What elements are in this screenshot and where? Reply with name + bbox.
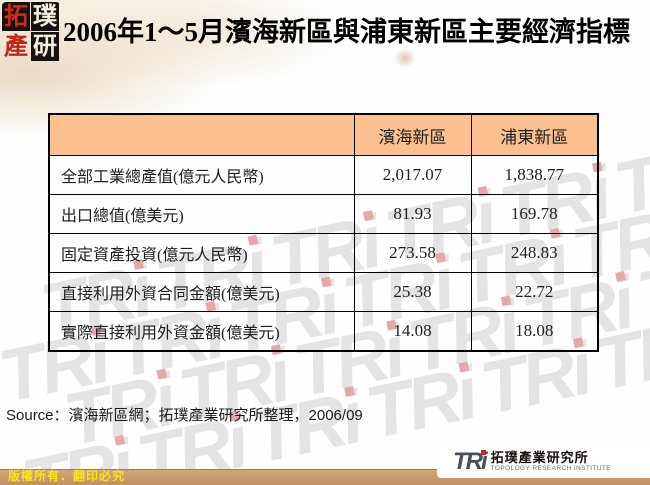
binhai-value: 273.58 bbox=[353, 233, 472, 273]
binhai-value: 14.08 bbox=[353, 311, 472, 352]
indicators-table: 濱海新區 浦東新區 全部工業總產值(億元人民幣) 2,017.07 1,838.… bbox=[48, 113, 599, 352]
logo-char-yan: 研 bbox=[31, 32, 59, 61]
header-empty-cell bbox=[48, 113, 355, 156]
copyright-text: 版權所有．翻印必究 bbox=[8, 469, 126, 483]
logo-char-chan: 產 bbox=[4, 33, 28, 60]
logo-char-tuo: 拓 bbox=[2, 2, 30, 31]
topology-corner-logo: 拓 璞 產 研 bbox=[2, 2, 60, 63]
pudong-value: 169.78 bbox=[470, 194, 599, 234]
binhai-value: 81.93 bbox=[353, 194, 472, 234]
row-label: 固定資產投資(億元人民幣) bbox=[48, 233, 355, 273]
binhai-value: 25.38 bbox=[353, 272, 472, 312]
table-row: 直接利用外資合同金額(億美元) 25.38 22.72 bbox=[48, 272, 599, 312]
table-row: 固定資產投資(億元人民幣) 273.58 248.83 bbox=[48, 233, 599, 273]
brand-panel: TRi 拓璞產業研究所 TOPOLOGY RESEARCH INSTITUTE bbox=[437, 446, 650, 478]
row-label: 實際直接利用外資金額(億美元) bbox=[48, 311, 355, 352]
binhai-value: 2,017.07 bbox=[353, 155, 472, 195]
pudong-value: 18.08 bbox=[470, 311, 599, 352]
table-row: 實際直接利用外資金額(億美元) 14.08 18.08 bbox=[48, 311, 599, 352]
table-header-row: 濱海新區 浦東新區 bbox=[48, 113, 599, 156]
pudong-value: 22.72 bbox=[470, 272, 599, 312]
org-name-en: TOPOLOGY RESEARCH INSTITUTE bbox=[490, 465, 612, 473]
pudong-value: 1,838.77 bbox=[470, 155, 599, 195]
logo-char-pu: 璞 bbox=[31, 2, 59, 31]
row-label: 出口總值(億美元) bbox=[48, 194, 355, 234]
tri-logo: TRi bbox=[453, 448, 488, 475]
pudong-value: 248.83 bbox=[470, 233, 599, 273]
header-pudong: 浦東新區 bbox=[470, 113, 599, 156]
brand-names: 拓璞產業研究所 TOPOLOGY RESEARCH INSTITUTE bbox=[491, 451, 611, 473]
header-binhai: 濱海新區 bbox=[353, 113, 472, 156]
source-note: Source：濱海新區網；拓璞產業研究所整理，2006/09 bbox=[6, 407, 363, 424]
table-row: 全部工業總產值(億元人民幣) 2,017.07 1,838.77 bbox=[48, 155, 599, 195]
row-label: 直接利用外資合同金額(億美元) bbox=[48, 272, 355, 312]
page-title: 2006年1～5月濱海新區與浦東新區主要經濟指標 bbox=[63, 17, 630, 47]
table-row: 出口總值(億美元) 81.93 169.78 bbox=[48, 194, 599, 234]
org-name-zh: 拓璞產業研究所 bbox=[490, 450, 589, 466]
row-label: 全部工業總產值(億元人民幣) bbox=[48, 155, 355, 195]
